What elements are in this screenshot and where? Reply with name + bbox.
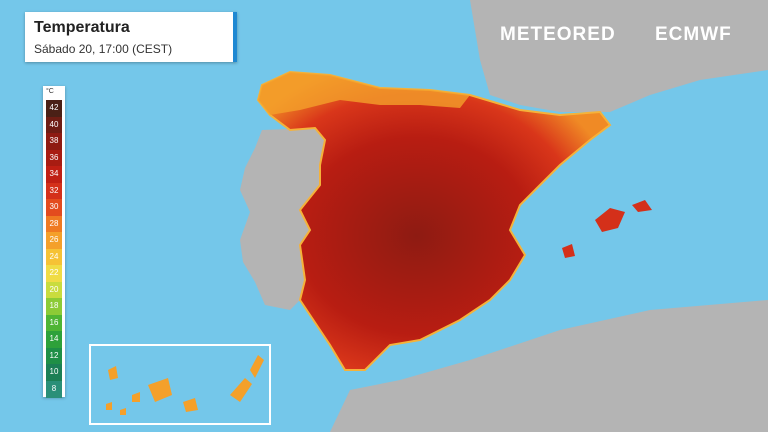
france	[470, 0, 768, 112]
legend-tick: 36	[49, 152, 59, 162]
balearics	[562, 200, 652, 258]
brand-provider: METEORED	[500, 24, 616, 45]
canary-islands	[106, 355, 264, 415]
canary-frame	[89, 344, 271, 425]
legend-tick: 8	[51, 383, 57, 393]
legend-color	[46, 331, 62, 348]
legend: °C 42 40 38 36 34 32 30 28 26 24 22 20 18 16 14 12 10 8	[43, 86, 65, 398]
legend-tick: 32	[49, 185, 59, 195]
legend-color	[46, 100, 62, 117]
title: Temperatura	[34, 19, 130, 36]
legend-tick: 24	[49, 251, 59, 261]
legend-color	[46, 265, 62, 282]
legend-tick: 40	[49, 119, 59, 129]
legend-tick: 12	[49, 350, 59, 360]
legend-color	[46, 215, 62, 233]
legend-color	[46, 199, 62, 216]
north-coast	[258, 72, 470, 115]
legend-color	[46, 166, 62, 183]
legend-tick: 10	[49, 367, 59, 376]
legend-color	[46, 116, 62, 134]
legend-tick: 14	[49, 334, 59, 343]
legend-color	[46, 232, 62, 249]
legend-tick: 18	[49, 301, 59, 310]
portugal	[240, 128, 325, 310]
legend-color	[46, 281, 62, 299]
subtitle: Sábado 20, 17:00 (CEST)	[34, 42, 173, 56]
legend-tick: 34	[49, 169, 59, 178]
brand-model: ECMWF	[655, 24, 732, 45]
africa	[330, 300, 768, 432]
legend-color	[46, 298, 62, 315]
legend-tick: 38	[49, 136, 59, 145]
legend-color	[46, 133, 62, 150]
legend-color	[46, 380, 62, 398]
legend-tick: 30	[49, 202, 59, 211]
legend-color	[46, 182, 62, 200]
legend-tick: 22	[49, 268, 59, 277]
legend-tick: 20	[49, 284, 59, 294]
legend-tick: 42	[49, 103, 59, 112]
legend-color	[46, 347, 62, 365]
legend-color	[46, 314, 62, 332]
legend-color	[46, 248, 62, 266]
title-box: Temperatura Sábado 20, 17:00 (CEST)	[25, 12, 237, 62]
legend-unit: °C	[46, 88, 54, 95]
legend-color	[46, 149, 62, 167]
legend-tick: 16	[49, 317, 59, 327]
legend-tick: 28	[49, 218, 59, 228]
legend-color	[46, 364, 62, 381]
spain	[256, 70, 612, 371]
legend-tick: 26	[49, 235, 59, 244]
